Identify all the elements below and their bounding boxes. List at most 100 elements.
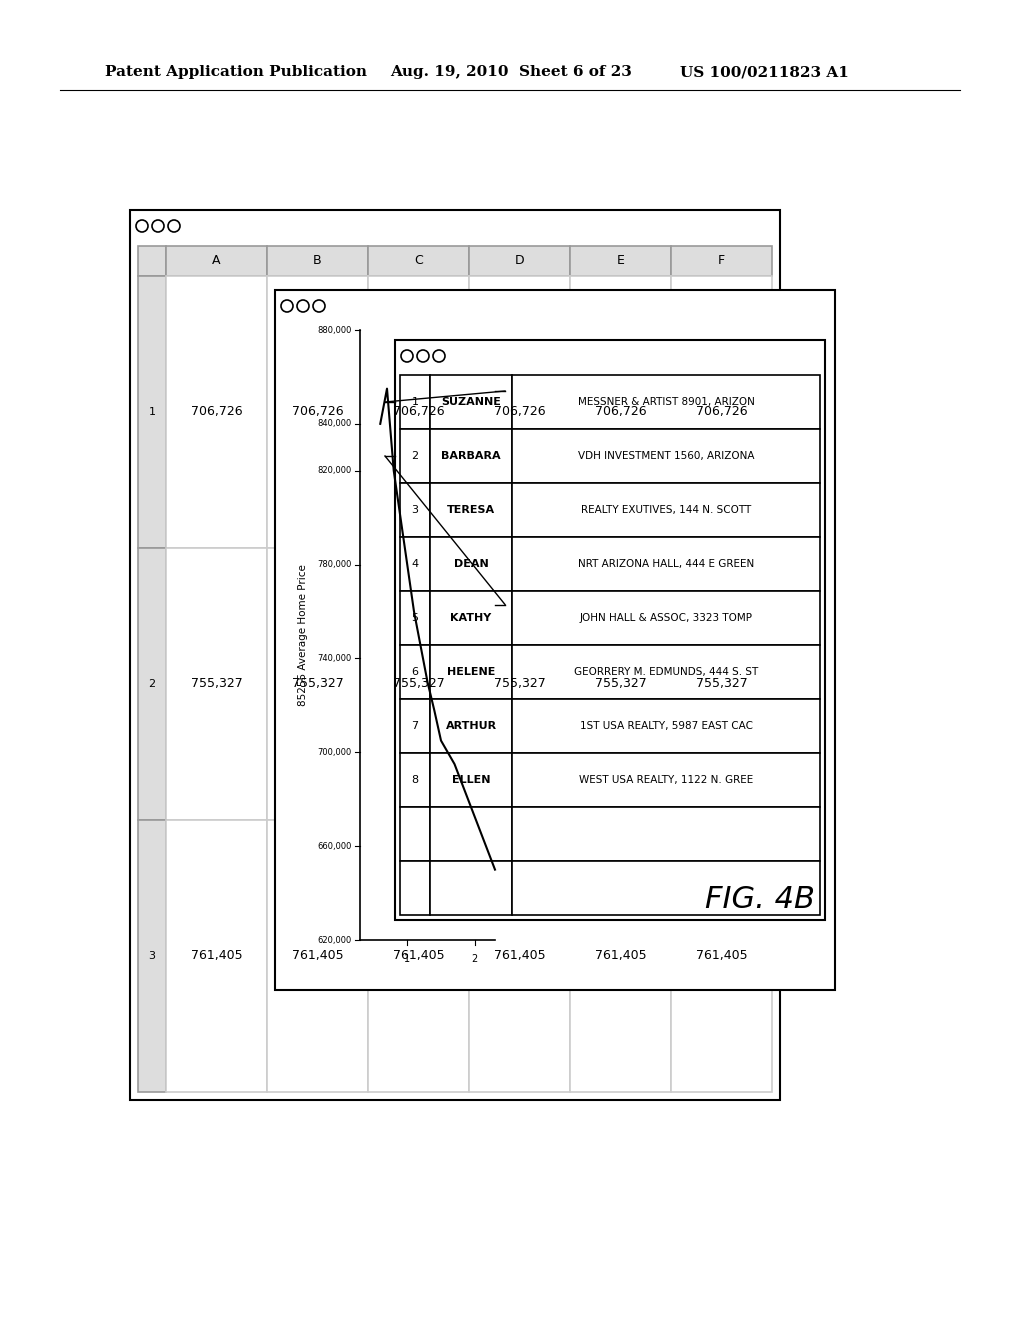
Bar [267, 548, 368, 820]
Text: 1: 1 [148, 407, 156, 417]
Bar [512, 375, 820, 429]
Text: 706,726: 706,726 [292, 405, 343, 418]
Bar [368, 246, 469, 276]
Text: TERESA: TERESA [446, 506, 495, 515]
Circle shape [168, 220, 180, 232]
Text: 706,726: 706,726 [392, 405, 444, 418]
Text: ELLEN: ELLEN [452, 775, 490, 785]
Text: A: A [212, 255, 221, 268]
Bar [430, 537, 512, 591]
Text: 706,726: 706,726 [190, 405, 243, 418]
Text: BARBARA: BARBARA [441, 451, 501, 461]
Bar [430, 645, 512, 700]
Text: F: F [718, 255, 725, 268]
Text: MESSNER & ARTIST 8901, ARIZON: MESSNER & ARTIST 8901, ARIZON [578, 397, 755, 407]
Text: E: E [616, 255, 625, 268]
Bar [267, 820, 368, 1092]
Text: 761,405: 761,405 [695, 949, 748, 962]
Bar [400, 483, 430, 537]
Bar [138, 246, 166, 276]
Bar [275, 290, 835, 990]
Text: 761,405: 761,405 [392, 949, 444, 962]
Bar [469, 820, 570, 1092]
Text: JOHN HALL & ASSOC, 3323 TOMP: JOHN HALL & ASSOC, 3323 TOMP [580, 612, 753, 623]
Text: 7: 7 [412, 721, 419, 731]
Circle shape [281, 300, 293, 312]
Bar [400, 537, 430, 591]
Text: 820,000: 820,000 [317, 466, 352, 475]
Bar [469, 548, 570, 820]
Text: REALTY EXUTIVES, 144 N. SCOTT: REALTY EXUTIVES, 144 N. SCOTT [581, 506, 752, 515]
Text: D: D [515, 255, 524, 268]
Bar [400, 645, 430, 700]
Text: FIG. 4B: FIG. 4B [706, 886, 815, 915]
Text: 755,327: 755,327 [190, 677, 243, 690]
Bar [400, 861, 430, 915]
Bar [512, 645, 820, 700]
Bar [267, 276, 368, 548]
Text: 761,405: 761,405 [494, 949, 546, 962]
Text: NRT ARIZONA HALL, 444 E GREEN: NRT ARIZONA HALL, 444 E GREEN [578, 558, 754, 569]
Text: 1: 1 [404, 954, 411, 964]
Text: ARTHUR: ARTHUR [445, 721, 497, 731]
Text: 740,000: 740,000 [317, 653, 352, 663]
Text: VDH INVESTMENT 1560, ARIZONA: VDH INVESTMENT 1560, ARIZONA [578, 451, 755, 461]
Text: 706,726: 706,726 [494, 405, 546, 418]
Bar [430, 700, 512, 752]
Text: 6: 6 [412, 667, 419, 677]
Text: C: C [414, 255, 423, 268]
Bar [430, 591, 512, 645]
Bar [130, 210, 780, 1100]
Circle shape [136, 220, 148, 232]
Bar [512, 429, 820, 483]
Bar [400, 700, 430, 752]
Bar [138, 276, 166, 548]
Text: KATHY: KATHY [451, 612, 492, 623]
Bar [512, 861, 820, 915]
Circle shape [401, 350, 413, 362]
Bar [430, 861, 512, 915]
Text: 85255 Average Home Price: 85255 Average Home Price [298, 564, 308, 706]
Bar [368, 820, 469, 1092]
Bar [512, 483, 820, 537]
Bar [671, 820, 772, 1092]
Bar [430, 483, 512, 537]
Bar [469, 276, 570, 548]
Text: 755,327: 755,327 [595, 677, 646, 690]
Text: Aug. 19, 2010  Sheet 6 of 23: Aug. 19, 2010 Sheet 6 of 23 [390, 65, 632, 79]
Bar [512, 591, 820, 645]
Text: 780,000: 780,000 [317, 560, 352, 569]
Text: Patent Application Publication: Patent Application Publication [105, 65, 367, 79]
Text: 620,000: 620,000 [317, 936, 352, 945]
Circle shape [417, 350, 429, 362]
Text: 1ST USA REALTY, 5987 EAST CAC: 1ST USA REALTY, 5987 EAST CAC [580, 721, 753, 731]
Text: 755,327: 755,327 [392, 677, 444, 690]
Text: 5: 5 [412, 612, 419, 623]
Bar [400, 591, 430, 645]
Bar [512, 537, 820, 591]
Text: 2: 2 [148, 678, 156, 689]
Text: 660,000: 660,000 [317, 842, 352, 850]
Bar [671, 276, 772, 548]
Bar [138, 548, 166, 820]
Text: 1: 1 [412, 397, 419, 407]
Bar [430, 807, 512, 861]
Text: 3: 3 [148, 950, 156, 961]
Text: 761,405: 761,405 [595, 949, 646, 962]
Bar [368, 276, 469, 548]
Bar [430, 752, 512, 807]
Text: 755,327: 755,327 [695, 677, 748, 690]
Circle shape [313, 300, 325, 312]
Bar [400, 807, 430, 861]
Bar [570, 548, 671, 820]
Text: 755,327: 755,327 [292, 677, 343, 690]
Bar [570, 246, 671, 276]
Bar [512, 700, 820, 752]
Text: 761,405: 761,405 [190, 949, 243, 962]
Bar [166, 276, 267, 548]
Bar [400, 375, 430, 429]
Circle shape [152, 220, 164, 232]
Bar [400, 429, 430, 483]
Text: SUZANNE: SUZANNE [441, 397, 501, 407]
Bar [395, 341, 825, 920]
